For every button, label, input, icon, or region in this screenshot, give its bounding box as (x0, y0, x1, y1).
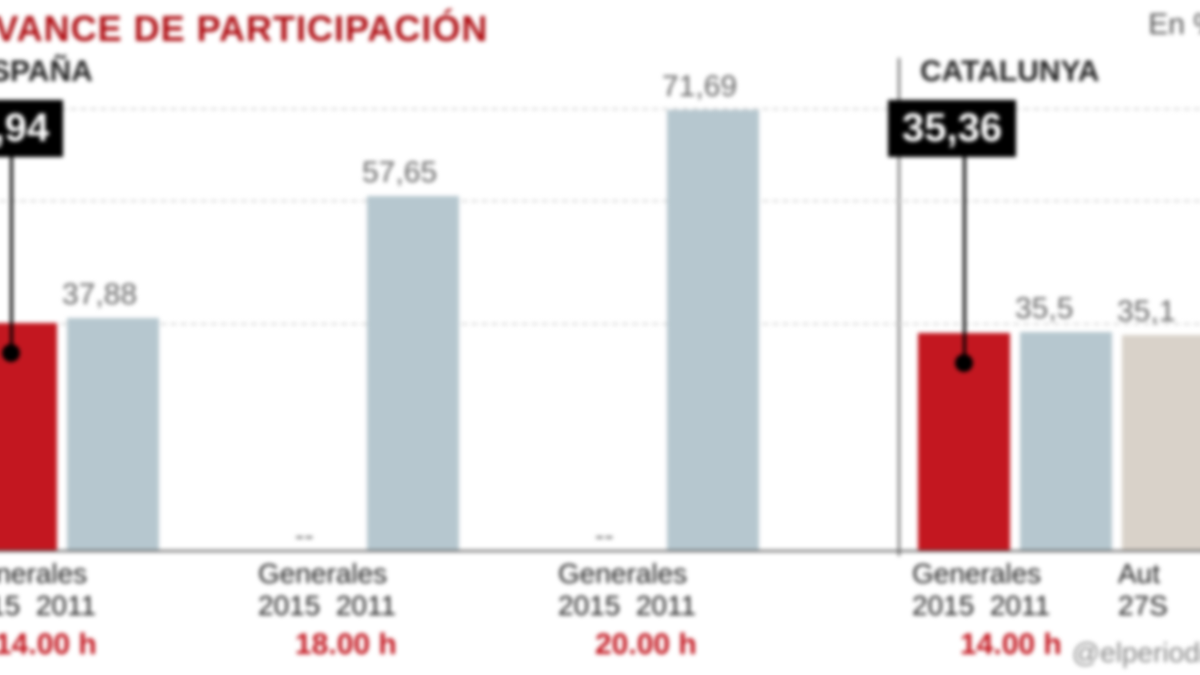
spain-section-label: ESPAÑA (0, 55, 93, 89)
time-label: 14.00 h (0, 628, 97, 662)
time-label: 20.00 h (595, 628, 697, 662)
gridline (0, 200, 1200, 202)
unit-label: En % (1148, 8, 1200, 42)
pair-label: Generales2015 2011 (0, 558, 96, 622)
pointer-line (10, 155, 13, 353)
highlight-badge: 35,36 (888, 100, 1016, 157)
value-label: 35,1 (1117, 295, 1175, 329)
value-label: 71,69 (662, 70, 737, 104)
chart-area: 36,9437,88Generales2015 201114.00 h--57,… (0, 90, 1200, 550)
gridline (0, 108, 1200, 110)
value-label: 35,5 (1015, 292, 1073, 326)
pair-label-right: Aut27S (1118, 558, 1168, 622)
attribution: @elperiodic (1072, 637, 1200, 669)
infographic-container: AVANCE DE PARTICIPACIÓN En % ESPAÑA CATA… (0, 0, 1200, 675)
time-label: 18.00 h (295, 628, 397, 662)
bar (667, 110, 759, 550)
value-label: 57,65 (362, 156, 437, 190)
pointer-line (963, 155, 966, 363)
pair-label: Generales2015 2011 (258, 558, 396, 622)
pointer-dot (955, 354, 973, 372)
bar (67, 318, 159, 550)
bar (1020, 332, 1112, 550)
catalunya-section-label: CATALUNYA (920, 55, 1099, 89)
bar (367, 196, 459, 550)
missing-dash: -- (295, 520, 314, 552)
value-label: 37,88 (62, 278, 137, 312)
pair-label: Generales2015 2011 (912, 558, 1050, 622)
time-label: 14.00 h (960, 628, 1062, 662)
bar (1122, 335, 1200, 550)
main-title: AVANCE DE PARTICIPACIÓN (0, 8, 488, 50)
pair-label: Generales2015 2011 (558, 558, 696, 622)
missing-dash: -- (595, 520, 614, 552)
highlight-badge: 36,94 (0, 100, 63, 157)
